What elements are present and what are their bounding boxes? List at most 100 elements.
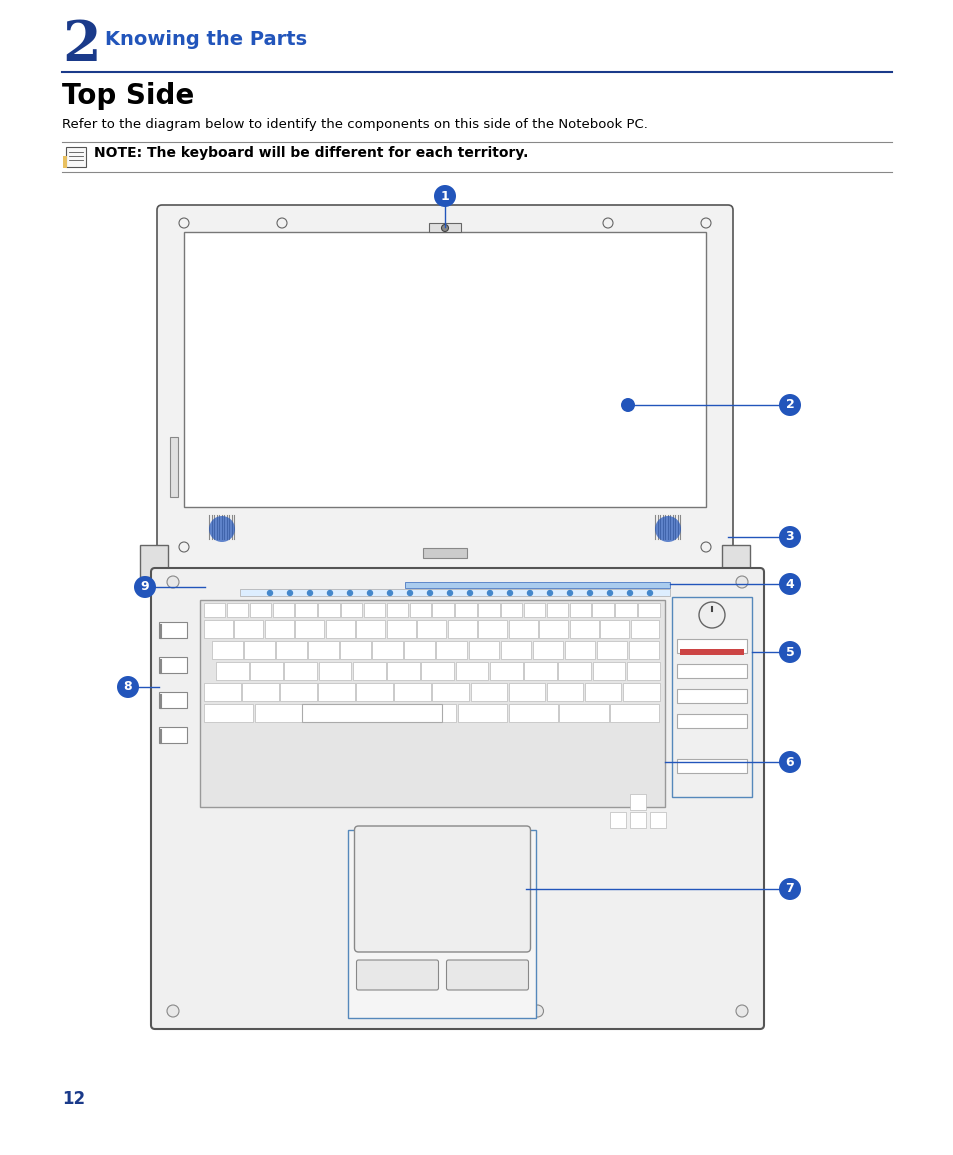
FancyBboxPatch shape — [157, 204, 732, 572]
Bar — [638, 603, 659, 617]
Bar — [363, 603, 385, 617]
Bar — [372, 641, 402, 660]
Circle shape — [779, 573, 801, 595]
Text: NOTE: The keyboard will be different for each territory.: NOTE: The keyboard will be different for… — [94, 146, 528, 161]
Bar — [341, 603, 362, 617]
Circle shape — [602, 218, 613, 228]
Bar — [280, 683, 316, 701]
Bar — [66, 147, 86, 167]
Bar — [523, 603, 545, 617]
Circle shape — [407, 590, 412, 596]
Bar — [592, 603, 613, 617]
Bar — [721, 545, 749, 578]
Bar — [432, 683, 469, 701]
Bar — [508, 683, 545, 701]
Bar — [242, 683, 278, 701]
Circle shape — [287, 590, 293, 596]
Bar — [677, 639, 746, 653]
Bar — [677, 664, 746, 678]
Bar — [204, 603, 225, 617]
Bar — [622, 683, 659, 701]
Text: Top Side: Top Side — [62, 82, 194, 110]
Bar — [302, 705, 441, 722]
Circle shape — [347, 590, 352, 596]
Bar — [308, 641, 338, 660]
Bar — [159, 657, 187, 673]
FancyBboxPatch shape — [355, 826, 530, 952]
Bar — [679, 649, 743, 655]
Circle shape — [367, 590, 372, 596]
Text: 8: 8 — [124, 680, 132, 693]
Text: 4: 4 — [785, 578, 794, 590]
Bar — [273, 603, 294, 617]
Bar — [538, 620, 567, 638]
Circle shape — [735, 576, 747, 588]
Bar — [159, 692, 187, 708]
Bar — [227, 603, 248, 617]
Circle shape — [179, 542, 189, 552]
Circle shape — [779, 878, 801, 900]
Bar — [649, 812, 665, 828]
Text: 2: 2 — [785, 398, 794, 411]
Bar — [244, 641, 274, 660]
Bar — [265, 620, 294, 638]
FancyBboxPatch shape — [151, 568, 763, 1029]
Bar — [677, 759, 746, 773]
Circle shape — [779, 394, 801, 416]
Bar — [447, 620, 476, 638]
Bar — [500, 603, 522, 617]
Bar — [170, 437, 178, 497]
Bar — [234, 620, 263, 638]
Text: 3: 3 — [785, 530, 794, 544]
Bar — [204, 705, 253, 722]
Bar — [429, 223, 460, 232]
Bar — [532, 641, 562, 660]
Bar — [609, 812, 625, 828]
Bar — [405, 582, 669, 588]
Bar — [204, 620, 233, 638]
Circle shape — [700, 542, 710, 552]
Circle shape — [647, 590, 652, 596]
Circle shape — [507, 590, 512, 596]
Bar — [436, 641, 467, 660]
Circle shape — [587, 590, 592, 596]
Circle shape — [607, 590, 612, 596]
Circle shape — [735, 1005, 747, 1018]
Bar — [212, 641, 242, 660]
Bar — [677, 714, 746, 728]
FancyBboxPatch shape — [356, 960, 438, 990]
Bar — [564, 641, 595, 660]
Bar — [468, 641, 498, 660]
Bar — [610, 705, 659, 722]
Circle shape — [699, 602, 724, 628]
Circle shape — [267, 590, 273, 596]
Bar — [386, 620, 416, 638]
Bar — [340, 641, 371, 660]
Bar — [387, 662, 419, 680]
Bar — [569, 603, 590, 617]
Bar — [630, 620, 659, 638]
Text: 9: 9 — [140, 581, 150, 594]
Bar — [628, 641, 659, 660]
Bar — [597, 641, 627, 660]
Bar — [318, 683, 355, 701]
Bar — [356, 620, 385, 638]
Bar — [348, 830, 536, 1018]
Bar — [275, 641, 307, 660]
Bar — [200, 599, 664, 807]
Bar — [254, 705, 304, 722]
Text: 1: 1 — [440, 189, 449, 202]
Bar — [394, 683, 431, 701]
Circle shape — [779, 751, 801, 773]
Bar — [599, 620, 628, 638]
Circle shape — [567, 590, 572, 596]
Circle shape — [547, 590, 552, 596]
Circle shape — [527, 590, 532, 596]
Circle shape — [627, 590, 632, 596]
Text: 6: 6 — [785, 755, 794, 768]
Circle shape — [779, 526, 801, 547]
Circle shape — [620, 398, 635, 412]
Circle shape — [434, 185, 456, 207]
Bar — [159, 726, 187, 743]
Bar — [432, 603, 454, 617]
